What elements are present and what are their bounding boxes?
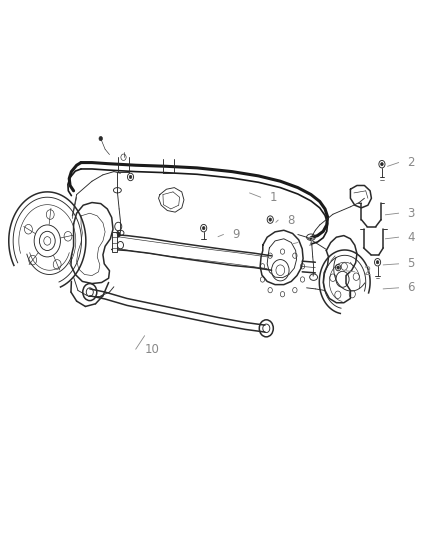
Circle shape <box>202 227 205 230</box>
Circle shape <box>99 136 102 141</box>
Text: 8: 8 <box>287 214 294 227</box>
Circle shape <box>376 261 379 264</box>
Text: 4: 4 <box>407 231 415 244</box>
Text: 7: 7 <box>307 236 314 249</box>
Text: 6: 6 <box>407 281 415 294</box>
Circle shape <box>116 232 120 237</box>
Circle shape <box>269 218 272 221</box>
Circle shape <box>129 175 132 179</box>
Text: 10: 10 <box>145 343 159 356</box>
Text: 2: 2 <box>407 156 415 169</box>
Text: 9: 9 <box>232 228 240 241</box>
Text: 5: 5 <box>407 257 415 270</box>
Circle shape <box>337 266 339 269</box>
Circle shape <box>381 163 383 166</box>
Text: 2: 2 <box>364 265 371 278</box>
Polygon shape <box>112 232 117 252</box>
Text: 3: 3 <box>407 207 415 220</box>
Text: 1: 1 <box>269 191 277 204</box>
